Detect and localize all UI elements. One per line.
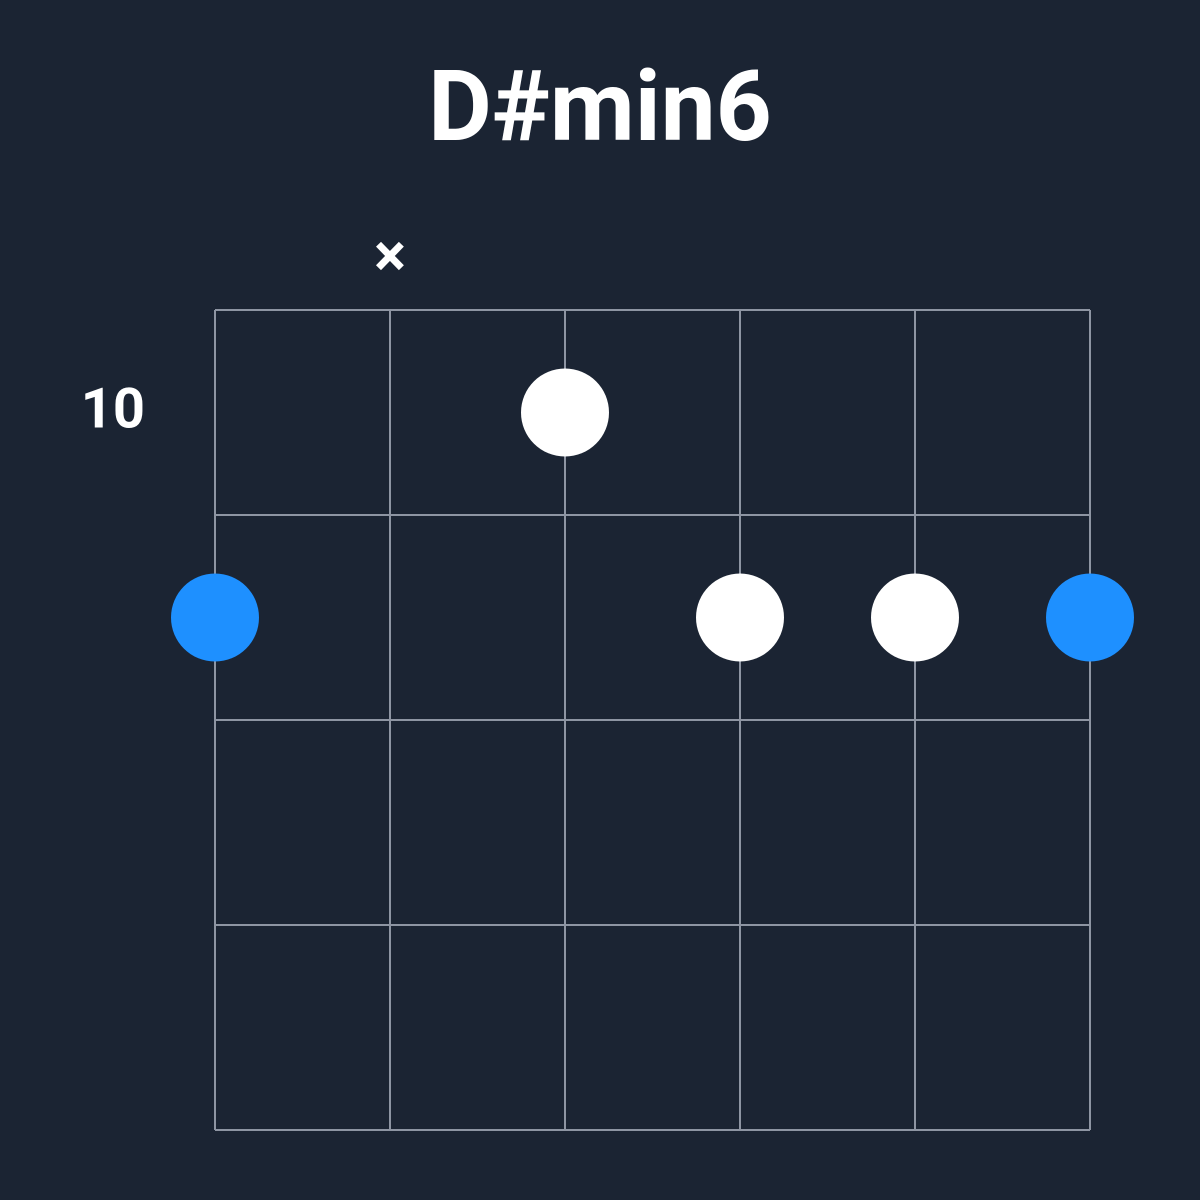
chord-diagram: D#min6 10 × xyxy=(0,0,1200,1200)
finger-dot-4 xyxy=(1046,574,1134,662)
chord-diagram-svg: D#min6 10 × xyxy=(0,0,1200,1200)
chord-title: D#min6 xyxy=(428,49,772,164)
finger-dot-0 xyxy=(171,574,259,662)
finger-dot-1 xyxy=(521,369,609,457)
mute-marker-string-1: × xyxy=(374,220,406,291)
starting-fret-label: 10 xyxy=(81,375,145,441)
finger-dot-2 xyxy=(696,574,784,662)
finger-dot-3 xyxy=(871,574,959,662)
